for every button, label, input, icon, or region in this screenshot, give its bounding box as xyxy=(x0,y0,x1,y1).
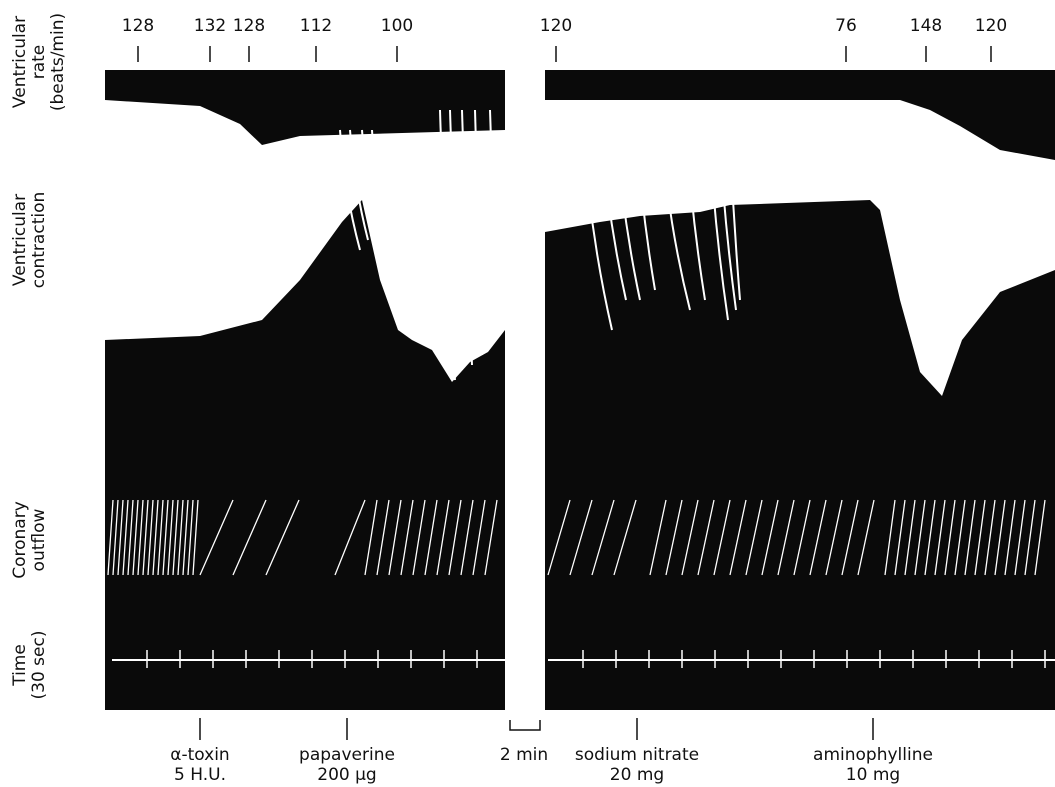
rate-label: 148 xyxy=(910,16,942,36)
drug-label: 200 μg xyxy=(317,765,376,785)
drug-label: α-toxin xyxy=(170,745,229,765)
drug-label: aminophylline xyxy=(813,745,933,765)
rate-label: 120 xyxy=(540,16,572,36)
recording-panels xyxy=(105,70,1055,710)
drug-label: 5 H.U. xyxy=(174,765,226,785)
rate-label: 76 xyxy=(835,16,857,36)
trace-label: Coronary xyxy=(10,501,30,579)
drug-label: sodium nitrate xyxy=(575,745,699,765)
trace-label: Ventricular xyxy=(10,16,30,108)
trace-label: outflow xyxy=(29,508,49,571)
rate-label: 120 xyxy=(975,16,1007,36)
trace-label: Ventricular xyxy=(10,194,30,286)
drug-label: 10 mg xyxy=(846,765,900,785)
drug-label: papaverine xyxy=(299,745,395,765)
trace-label: (beats/min) xyxy=(48,13,68,111)
rate-label: 132 xyxy=(194,16,226,36)
trace-label: rate xyxy=(29,45,49,80)
scale-label: 2 min xyxy=(500,745,548,765)
figure: 12813212811210012076148120Ventricularrat… xyxy=(0,0,1055,787)
rate-label: 112 xyxy=(300,16,332,36)
rate-label: 128 xyxy=(233,16,265,36)
drug-label: 20 mg xyxy=(610,765,664,785)
trace-label: contraction xyxy=(29,192,49,289)
rate-label: 100 xyxy=(381,16,413,36)
trace-label: Time xyxy=(10,644,30,687)
trace-label: (30 sec) xyxy=(29,631,49,700)
rate-label: 128 xyxy=(122,16,154,36)
scale-bar xyxy=(510,720,540,730)
